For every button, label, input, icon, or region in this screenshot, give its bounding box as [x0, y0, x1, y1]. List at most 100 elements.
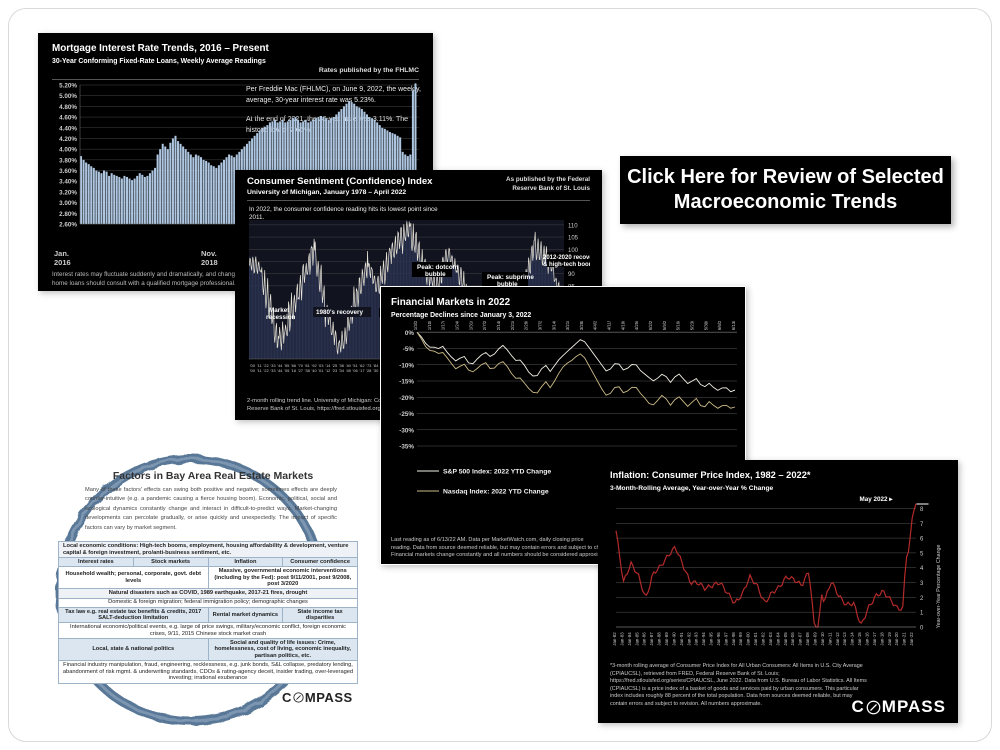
svg-text:6/6/2022: 6/6/2022 — [717, 321, 722, 330]
svg-text:3/14/2022: 3/14/2022 — [551, 321, 556, 330]
svg-text:3.40%: 3.40% — [59, 179, 77, 186]
svg-text:3: 3 — [920, 581, 924, 587]
svg-text:Jan-88: Jan-88 — [657, 632, 662, 646]
svg-text:Jan-96: Jan-96 — [716, 632, 721, 646]
svg-text:Jan-09: Jan-09 — [813, 632, 818, 646]
svg-text:4.80%: 4.80% — [59, 104, 77, 111]
svg-text:Jan-87: Jan-87 — [649, 632, 654, 646]
svg-text:4/18/2022: 4/18/2022 — [620, 321, 625, 330]
svg-text:4: 4 — [920, 566, 924, 572]
svg-text:'06: '06 — [352, 368, 358, 373]
svg-text:'45: '45 — [346, 368, 352, 373]
svg-text:Jan-16: Jan-16 — [865, 632, 870, 646]
svg-text:5/2/2022: 5/2/2022 — [648, 321, 653, 330]
svg-text:Jan-19: Jan-19 — [887, 632, 892, 646]
svg-text:Jan-92: Jan-92 — [686, 632, 691, 646]
svg-text:& high-tech boom: & high-tech boom — [543, 262, 590, 268]
svg-text:0: 0 — [920, 626, 924, 632]
svg-text:Jan-04: Jan-04 — [775, 632, 780, 646]
svg-text:Jan-90: Jan-90 — [671, 632, 676, 646]
svg-text:5/23/2022: 5/23/2022 — [690, 321, 695, 330]
svg-text:Year-over-Year Percentage Chan: Year-over-Year Percentage Change — [936, 545, 942, 629]
svg-text:Jan-11: Jan-11 — [827, 632, 832, 646]
svg-text:3/21/2022: 3/21/2022 — [565, 321, 570, 330]
svg-text:Jan-03: Jan-03 — [768, 632, 773, 646]
svg-text:recession: recession — [266, 314, 296, 321]
svg-text:'38: '38 — [305, 368, 311, 373]
svg-text:Jan-83: Jan-83 — [619, 632, 624, 646]
svg-text:Jan-12: Jan-12 — [835, 632, 840, 646]
svg-text:bubble: bubble — [425, 271, 446, 278]
svg-text:1980's recovery: 1980's recovery — [316, 309, 364, 316]
svg-text:Jan-84: Jan-84 — [627, 632, 632, 646]
svg-text:'27: '27 — [298, 368, 304, 373]
svg-text:Jan-20: Jan-20 — [894, 632, 899, 646]
svg-text:8: 8 — [920, 507, 924, 513]
svg-text:'22: '22 — [263, 368, 269, 373]
svg-text:Jan-02: Jan-02 — [761, 632, 766, 646]
svg-text:105: 105 — [568, 236, 579, 242]
svg-text:S&P 500 Index: 2022 YTD Change: S&P 500 Index: 2022 YTD Change — [443, 469, 551, 476]
svg-text:Jan-21: Jan-21 — [902, 632, 907, 646]
svg-text:Jan-85: Jan-85 — [634, 632, 639, 646]
svg-text:-20%: -20% — [399, 395, 414, 402]
svg-text:Jan-94: Jan-94 — [701, 632, 706, 646]
svg-text:4/25/2022: 4/25/2022 — [634, 321, 639, 330]
svg-text:90: 90 — [568, 272, 575, 278]
svg-text:3.60%: 3.60% — [59, 168, 77, 175]
svg-text:Market: Market — [269, 307, 290, 314]
svg-text:'00: '00 — [250, 368, 256, 373]
svg-text:Jan-07: Jan-07 — [798, 632, 803, 646]
svg-text:110: 110 — [568, 223, 578, 229]
svg-text:Peak: subprime: Peak: subprime — [487, 274, 534, 281]
svg-text:2/14/2022: 2/14/2022 — [496, 321, 501, 330]
svg-text:Nasdaq Index: 2022 YTD Change: Nasdaq Index: 2022 YTD Change — [443, 489, 549, 496]
svg-text:2.60%: 2.60% — [59, 222, 77, 229]
svg-text:Jan-17: Jan-17 — [872, 632, 877, 646]
svg-text:6: 6 — [920, 537, 924, 543]
svg-text:-15%: -15% — [399, 379, 414, 386]
svg-text:4.60%: 4.60% — [59, 115, 77, 122]
svg-text:-5%: -5% — [403, 346, 415, 353]
svg-text:Jan-05: Jan-05 — [783, 632, 788, 646]
svg-text:Jan-18: Jan-18 — [879, 632, 884, 646]
svg-text:-35%: -35% — [399, 444, 414, 451]
svg-text:4/4/2022: 4/4/2022 — [593, 321, 598, 330]
svg-text:1/17/2022: 1/17/2022 — [441, 321, 446, 330]
svg-text:Jan-93: Jan-93 — [694, 632, 699, 646]
svg-text:2.80%: 2.80% — [59, 211, 77, 218]
svg-text:-30%: -30% — [399, 427, 414, 434]
svg-text:5.00%: 5.00% — [59, 93, 77, 100]
svg-text:-25%: -25% — [399, 411, 414, 418]
svg-text:'05: '05 — [284, 368, 290, 373]
svg-text:4.20%: 4.20% — [59, 136, 77, 143]
svg-text:5.20%: 5.20% — [59, 83, 77, 90]
svg-text:5/16/2022: 5/16/2022 — [676, 321, 681, 330]
svg-text:'17: '17 — [359, 368, 365, 373]
svg-text:3.20%: 3.20% — [59, 189, 77, 196]
svg-text:Jan-13: Jan-13 — [842, 632, 847, 646]
svg-text:Jan-14: Jan-14 — [850, 632, 855, 646]
svg-text:Jan-98: Jan-98 — [731, 632, 736, 646]
svg-text:Jan-10: Jan-10 — [820, 632, 825, 646]
svg-text:1/31/2022: 1/31/2022 — [468, 321, 473, 330]
svg-text:Peak: dotcom: Peak: dotcom — [417, 264, 459, 271]
svg-text:1/24/2022: 1/24/2022 — [455, 321, 460, 330]
svg-text:2: 2 — [920, 596, 924, 602]
svg-text:'11: '11 — [257, 368, 263, 373]
svg-text:3/28/2022: 3/28/2022 — [579, 321, 584, 330]
svg-text:Jan-01: Jan-01 — [753, 632, 758, 646]
svg-text:4.00%: 4.00% — [59, 147, 77, 154]
svg-text:'44: '44 — [277, 368, 283, 373]
svg-text:1/3/2022: 1/3/2022 — [413, 321, 418, 330]
svg-text:Jan-08: Jan-08 — [805, 632, 810, 646]
svg-text:4.40%: 4.40% — [59, 125, 77, 132]
svg-text:5/30/2022: 5/30/2022 — [703, 321, 708, 330]
svg-text:Jan-86: Jan-86 — [642, 632, 647, 646]
svg-text:'12: '12 — [325, 368, 331, 373]
svg-text:May 2022 ▸: May 2022 ▸ — [860, 496, 894, 503]
svg-text:3/7/2022: 3/7/2022 — [537, 321, 542, 330]
svg-text:Jan-99: Jan-99 — [738, 632, 743, 646]
svg-text:Jan-82: Jan-82 — [612, 632, 617, 646]
svg-text:Jan-00: Jan-00 — [746, 632, 751, 646]
